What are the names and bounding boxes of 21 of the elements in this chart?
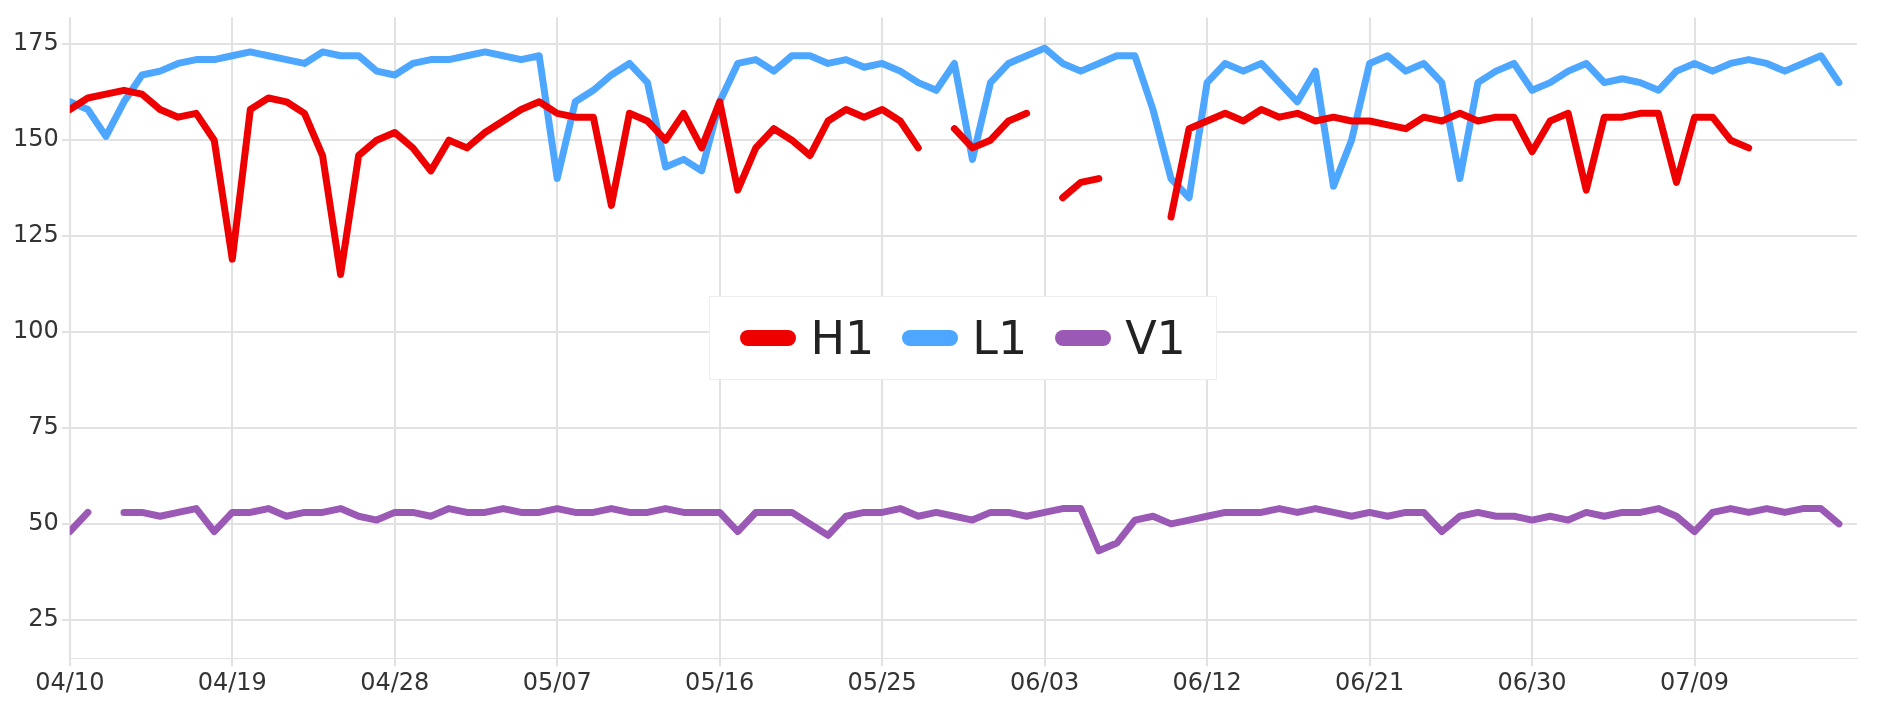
x-tick-label: 06/03 <box>1010 667 1080 696</box>
x-tick-label: 04/10 <box>35 667 105 696</box>
y-tick-label: 25 <box>28 604 59 633</box>
y-tick-label: 175 <box>13 28 59 57</box>
x-tick-label: 04/19 <box>197 667 267 696</box>
legend-label: H1 <box>810 310 875 365</box>
x-tick-label: 04/28 <box>360 667 430 696</box>
y-tick-label: 100 <box>13 316 59 345</box>
x-tick-label: 05/16 <box>685 667 755 696</box>
y-tick-label: 150 <box>13 124 59 153</box>
x-tick-label: 05/07 <box>522 667 592 696</box>
y-tick-label: 125 <box>13 220 59 249</box>
legend-label: V1 <box>1125 310 1186 365</box>
x-tick-label: 06/21 <box>1335 667 1405 696</box>
x-tick-label: 07/09 <box>1659 667 1730 696</box>
x-tick-label: 06/12 <box>1172 667 1242 696</box>
y-tick-label: 50 <box>28 508 59 537</box>
legend-label: L1 <box>972 310 1028 365</box>
x-tick-label: 06/30 <box>1497 667 1567 696</box>
y-tick-label: 75 <box>28 412 59 441</box>
x-tick-label: 05/25 <box>847 667 917 696</box>
